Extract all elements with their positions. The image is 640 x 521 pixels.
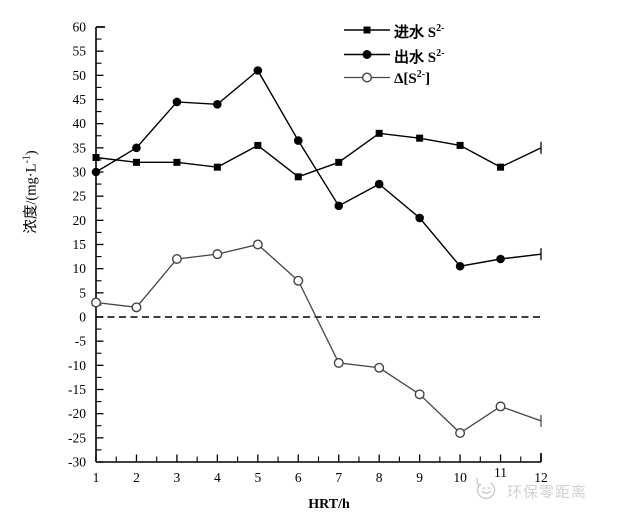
svg-text:8: 8 bbox=[376, 470, 383, 485]
svg-text:15: 15 bbox=[73, 237, 87, 252]
svg-text:-5: -5 bbox=[75, 334, 86, 349]
svg-text:25: 25 bbox=[73, 189, 87, 204]
svg-text:50: 50 bbox=[73, 68, 87, 83]
svg-text:10: 10 bbox=[73, 261, 87, 276]
svg-text:-20: -20 bbox=[68, 406, 86, 421]
svg-text:-10: -10 bbox=[68, 358, 86, 373]
svg-text:35: 35 bbox=[73, 140, 87, 155]
svg-text:7: 7 bbox=[335, 470, 342, 485]
svg-text:5: 5 bbox=[79, 285, 86, 300]
svg-text:3: 3 bbox=[174, 470, 181, 485]
svg-text:0: 0 bbox=[79, 310, 86, 325]
svg-text:60: 60 bbox=[73, 20, 87, 35]
svg-text:20: 20 bbox=[73, 213, 87, 228]
svg-text:4: 4 bbox=[214, 470, 221, 485]
svg-text:-30: -30 bbox=[68, 455, 86, 470]
svg-text:1: 1 bbox=[93, 470, 100, 485]
svg-text:40: 40 bbox=[73, 116, 87, 131]
svg-text:5: 5 bbox=[254, 470, 261, 485]
svg-text:-15: -15 bbox=[68, 382, 86, 397]
svg-text:10: 10 bbox=[453, 470, 467, 485]
svg-text:45: 45 bbox=[73, 92, 87, 107]
svg-text:6: 6 bbox=[295, 470, 302, 485]
svg-text:2: 2 bbox=[133, 470, 140, 485]
svg-text:30: 30 bbox=[73, 165, 87, 180]
svg-text:-25: -25 bbox=[68, 430, 86, 445]
svg-text:55: 55 bbox=[73, 44, 87, 59]
svg-text:9: 9 bbox=[416, 470, 423, 485]
